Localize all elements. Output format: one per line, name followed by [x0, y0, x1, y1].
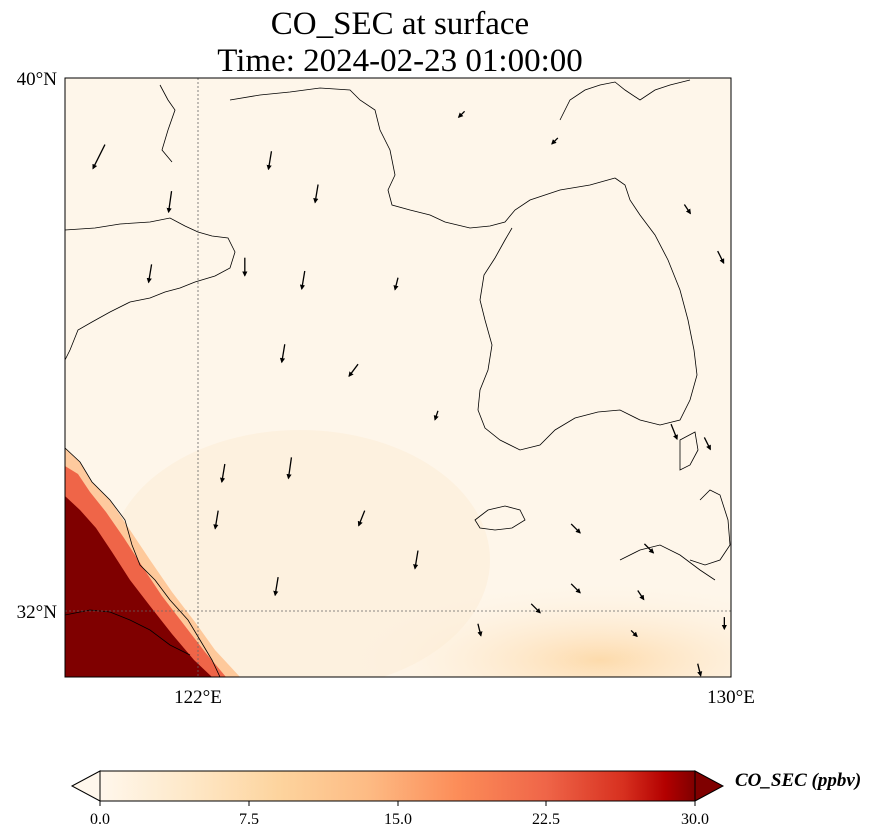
wind-arrow	[697, 663, 703, 677]
map-frame	[64, 77, 732, 678]
colorbar-tick-4: 30.0	[681, 811, 709, 828]
wind-arrow	[570, 523, 581, 534]
wind-arrow	[92, 144, 106, 170]
wind-arrow	[717, 250, 725, 264]
coastlines	[65, 79, 731, 677]
wind-arrow	[570, 583, 581, 594]
colorbar: 0.0 7.5 15.0 22.5 30.0 CO_SEC (ppbv)	[70, 770, 861, 828]
wind-arrow	[146, 264, 153, 284]
wind-arrow	[299, 270, 306, 291]
wind-arrow	[703, 437, 711, 451]
concentration-haze-se	[340, 580, 731, 677]
colorbar-label: CO_SEC (ppbv)	[735, 770, 861, 791]
wind-arrow	[213, 510, 219, 530]
wind-arrow	[413, 550, 419, 570]
y-tick-label-32n: 32°N	[17, 602, 58, 623]
x-tick-label-122e: 122°E	[174, 687, 222, 708]
colorbar-tick-1: 7.5	[239, 811, 259, 828]
colorbar-tick-0: 0.0	[90, 811, 110, 828]
wind-arrow	[166, 191, 173, 214]
wind-arrow	[219, 463, 226, 484]
x-tick-label-130e: 130°E	[707, 687, 755, 708]
wind-arrow	[683, 204, 691, 215]
wind-arrow	[393, 277, 399, 291]
concentration-high-core	[65, 496, 212, 677]
colorbar-extend-low	[70, 770, 101, 802]
concentration-haze-mid	[110, 430, 490, 677]
wind-arrow	[348, 363, 359, 378]
colorbar-extend-high	[694, 770, 725, 802]
wind-arrow	[637, 590, 645, 601]
wind-arrow	[266, 151, 273, 171]
wind-arrow	[357, 510, 366, 527]
wind-arrow	[279, 344, 286, 364]
wind-arrow	[643, 543, 655, 554]
map-background	[65, 78, 731, 677]
wind-arrow	[551, 137, 559, 145]
colorbar-gradient	[99, 770, 696, 802]
y-tick-label-40n: 40°N	[17, 69, 58, 90]
wind-arrow	[286, 457, 293, 480]
wind-arrow	[273, 577, 279, 597]
wind-arrow	[630, 629, 638, 638]
wind-arrow	[313, 184, 319, 204]
wind-arrow	[457, 110, 466, 119]
colorbar-tick-3: 22.5	[532, 811, 560, 828]
wind-arrow	[433, 410, 439, 421]
chart-title: CO_SEC at surface	[270, 6, 530, 42]
wind-arrow	[670, 423, 678, 441]
wind-arrow	[530, 603, 541, 614]
wind-vectors	[92, 110, 727, 677]
wind-arrow	[477, 623, 483, 637]
chart-subtitle: Time: 2024-02-23 01:00:00	[217, 43, 583, 79]
colorbar-tick-2: 15.0	[384, 811, 412, 828]
